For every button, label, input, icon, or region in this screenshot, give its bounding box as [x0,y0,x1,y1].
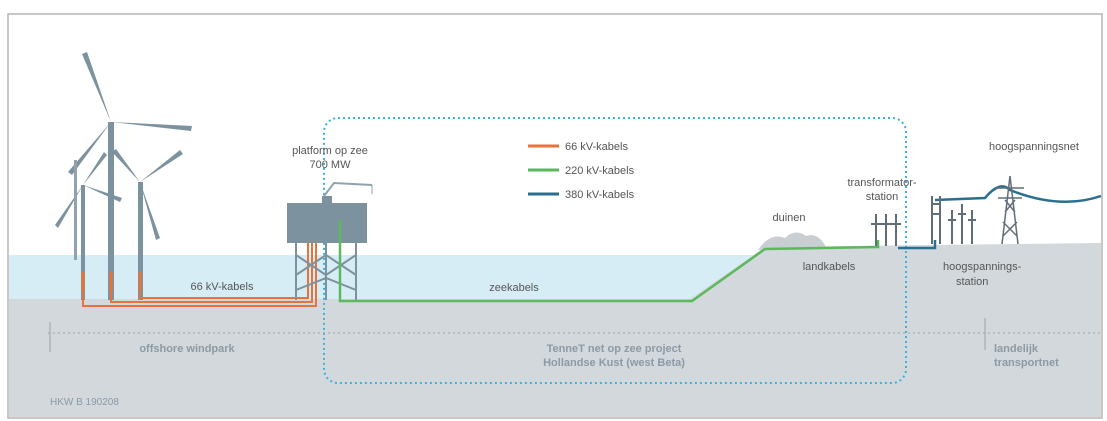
legend-label-220kv: 220 kV-kabels [565,165,635,177]
zone-landelijk-label: landelijk [994,343,1039,355]
duinen-label: duinen [772,212,805,224]
hoogspanningsnet-label: hoogspanningsnet [989,141,1079,153]
landkabels-label: landkabels [803,261,856,273]
diagram-code: HKW B 190208 [50,397,119,408]
turbine-cable-stubs [81,272,142,290]
platform-label: platform op zee [292,145,368,157]
wind-turbine-back [74,160,77,260]
platform-capacity-label: 700 MW [310,159,352,171]
cable-220kv-zeekabel [338,220,880,303]
zone-tennet-label-2: Hollandse Kust (west Beta) [543,357,685,369]
transformator-label: transformator- [847,177,916,189]
seabed-and-land [9,243,1101,417]
wind-turbine-3 [112,149,183,300]
wind-turbine-2 [68,52,192,300]
transformator-label-2: station [866,191,898,203]
sea-water [9,255,761,299]
high-voltage-station [931,196,976,244]
cable-66kv-label: 66 kV-kabels [191,281,254,293]
legend: 66 kV-kabels 220 kV-kabels 380 kV-kabels [528,141,635,201]
legend-label-66kv: 66 kV-kabels [565,141,628,153]
cable-380kv [898,185,1102,250]
zone-offshore-label: offshore windpark [139,343,235,355]
dunes [758,232,826,250]
zone-landelijk-label-2: transportnet [994,357,1059,369]
hoogspanningsstation-label: hoogspannings- [943,261,1022,273]
zeekabels-label: zeekabels [489,282,539,294]
hoogspanningsstation-label-2: station [956,276,988,288]
high-voltage-pylon [996,175,1024,245]
zone-tennet-label: TenneT net op zee project [547,343,682,355]
legend-label-380kv: 380 kV-kabels [565,189,635,201]
offshore-platform [287,181,373,300]
transformer-station [871,214,901,246]
project-boundary [323,117,907,384]
